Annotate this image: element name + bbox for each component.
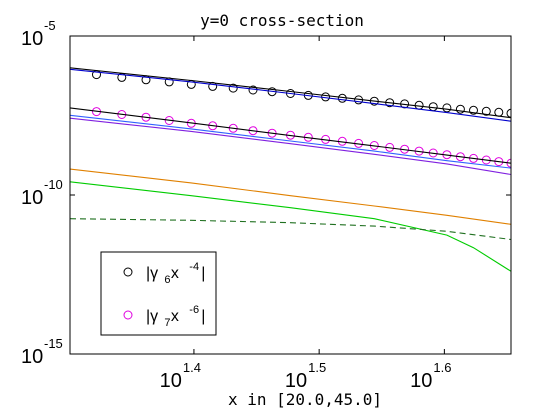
y-tick-exponent-1: -10 xyxy=(44,177,63,192)
series-line-3 xyxy=(70,68,511,122)
series-line-2 xyxy=(70,67,511,119)
x-tick-label-0: 10 xyxy=(160,370,182,392)
legend-label-0-part-1: 6 xyxy=(164,274,170,286)
series-line-8 xyxy=(70,181,511,272)
legend-label-0-part-0: |γ xyxy=(146,265,158,282)
y-tick-label-0: 10 xyxy=(21,28,43,50)
legend: |γ 6 x -4 ||γ 7 x -6 | xyxy=(100,251,217,336)
series-line-9 xyxy=(70,218,511,241)
x-tick-label-2: 10 xyxy=(410,370,432,392)
x-axis-label: x in [20.0,45.0] xyxy=(228,390,382,409)
chart-title: y=0 cross-section xyxy=(200,11,364,30)
data-point-s0-24 xyxy=(506,108,511,118)
y-tick-exponent-0: -5 xyxy=(44,18,56,33)
data-point-s0-20 xyxy=(455,104,465,114)
legend-marker-0 xyxy=(123,267,133,277)
legend-label-0-part-4: | xyxy=(201,265,205,282)
legend-label-1-part-1: 7 xyxy=(164,317,170,329)
legend-label-1-part-2: x xyxy=(171,308,179,325)
data-point-s0-19 xyxy=(442,103,452,113)
legend-label-1-part-4: | xyxy=(201,308,205,325)
series-group xyxy=(70,67,511,272)
series-line-4 xyxy=(70,107,511,164)
legend-marker-1 xyxy=(123,310,133,320)
legend-label-1-part-3: -6 xyxy=(189,304,199,316)
data-point-s0-21 xyxy=(469,105,478,115)
legend-label-1-part-0: |γ xyxy=(146,308,158,325)
x-tick-exponent-0: 1.4 xyxy=(183,360,201,375)
legend-label-0-part-3: -4 xyxy=(189,261,199,273)
x-tick-label-1: 10 xyxy=(285,370,307,392)
y-tick-label-2: 10 xyxy=(21,346,43,368)
legend-label-0-part-2: x xyxy=(171,265,179,282)
x-tick-exponent-1: 1.5 xyxy=(308,360,326,375)
legend-box xyxy=(100,251,217,336)
series-line-5 xyxy=(70,114,511,169)
y-tick-exponent-2: -15 xyxy=(44,336,63,351)
data-point-s0-6 xyxy=(228,83,238,93)
x-tick-exponent-2: 1.6 xyxy=(433,360,451,375)
data-point-s0-22 xyxy=(481,106,491,116)
y-tick-label-1: 10 xyxy=(21,187,43,209)
plot-area xyxy=(70,67,511,272)
series-line-7 xyxy=(70,168,511,225)
series-line-6 xyxy=(70,117,511,176)
